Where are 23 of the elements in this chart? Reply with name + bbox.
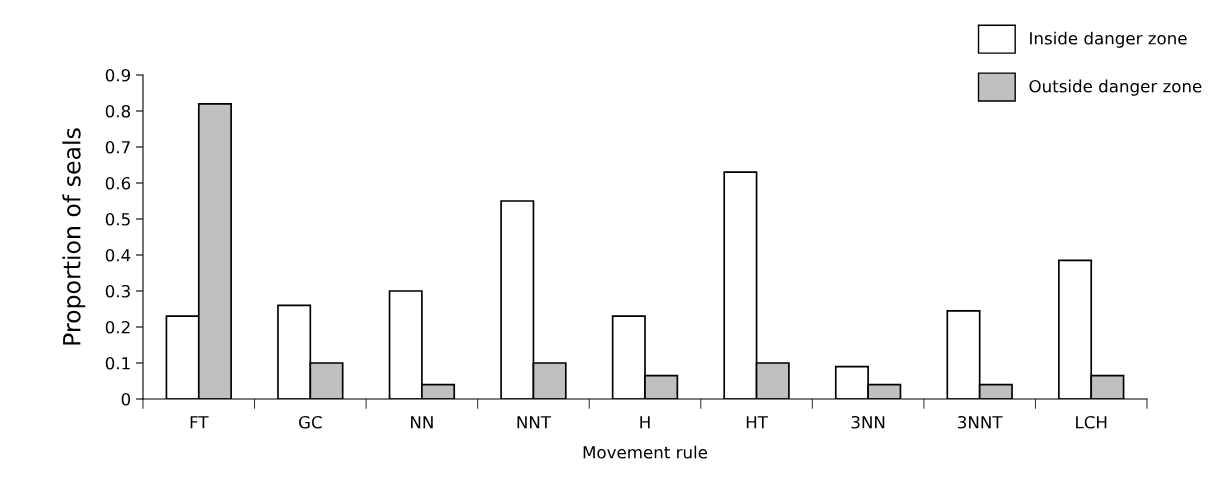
x-tick-label: 3NNT bbox=[958, 415, 1003, 429]
legend-label: Inside danger zone bbox=[1030, 31, 1187, 48]
y-tick-label: 0.6 bbox=[105, 176, 131, 190]
y-tick-label: 0.8 bbox=[105, 104, 131, 118]
y-tick-label: 0 bbox=[121, 392, 131, 406]
y-tick-label: 0.3 bbox=[105, 284, 130, 298]
y-tick-label: 0.2 bbox=[105, 320, 130, 334]
x-tick-label: H bbox=[640, 416, 650, 429]
y-tick-label: 0.7 bbox=[105, 140, 130, 154]
y-tick-label: 0.5 bbox=[105, 212, 130, 226]
x-tick-label: 3NN bbox=[851, 415, 885, 429]
x-axis-title: Movement rule bbox=[583, 445, 708, 459]
y-tick-label: 0.4 bbox=[105, 248, 131, 262]
legend-label: Outside danger zone bbox=[1029, 79, 1202, 96]
x-tick-label: GC bbox=[298, 415, 322, 429]
y-tick-label: 0.9 bbox=[105, 68, 131, 82]
y-axis-title: Proportion of seals bbox=[62, 128, 86, 345]
y-tick-label: 0.1 bbox=[105, 356, 130, 370]
x-tick-label: NNT bbox=[517, 416, 552, 429]
x-tick-label: HT bbox=[746, 416, 768, 429]
x-tick-label: LCH bbox=[1076, 415, 1107, 429]
x-tick-label: NN bbox=[411, 416, 433, 429]
x-tick-label: FT bbox=[190, 416, 209, 429]
